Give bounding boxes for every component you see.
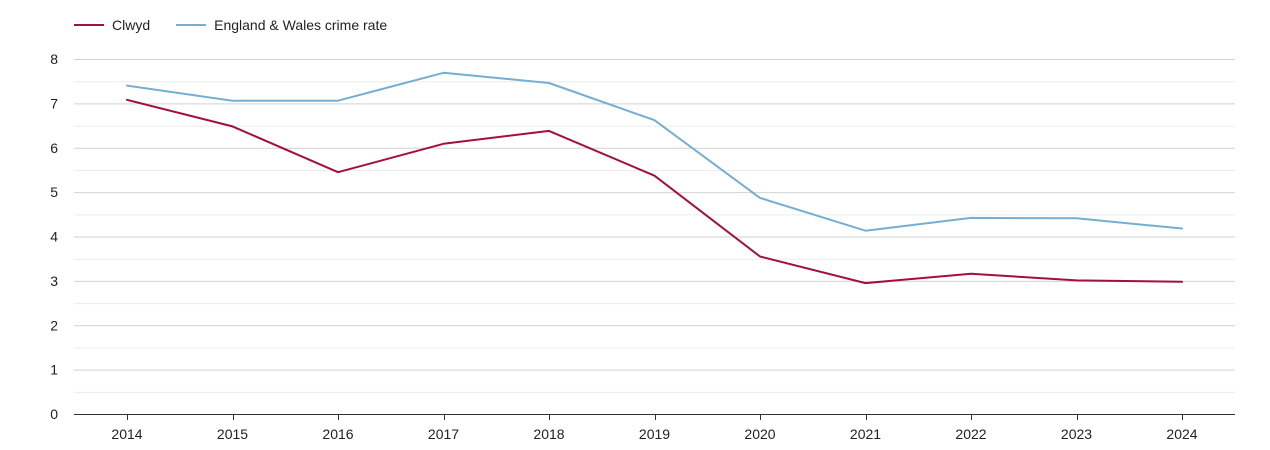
legend-item-clwyd[interactable]: Clwyd — [74, 17, 150, 33]
data-point-clwyd[interactable] — [860, 277, 872, 289]
series-line-clwyd[interactable] — [126, 98, 1183, 285]
data-point-england-wales-crime-rate[interactable] — [121, 80, 133, 92]
x-tick-label: 2014 — [111, 426, 142, 442]
x-tick-label: 2021 — [850, 426, 881, 442]
y-tick-label: 5 — [50, 184, 58, 200]
data-point-clwyd[interactable] — [649, 170, 661, 182]
axis-layer: 0 1 2 3 4 5 6 7 8 2014 2015 2016 2017 2018 2019 2020 202… — [50, 51, 1235, 442]
data-point-clwyd[interactable] — [1071, 274, 1083, 286]
legend: Clwyd England & Wales crime rate — [74, 15, 387, 35]
y-tick-label: 7 — [50, 95, 58, 111]
data-point-england-wales-crime-rate[interactable] — [1071, 212, 1083, 224]
x-tick-label: 2016 — [322, 426, 353, 442]
data-point-england-wales-crime-rate[interactable] — [543, 77, 555, 89]
data-point-england-wales-crime-rate[interactable] — [1176, 223, 1188, 235]
y-tick-label: 3 — [50, 273, 58, 289]
x-tick-label: 2020 — [744, 426, 775, 442]
data-point-england-wales-crime-rate[interactable] — [438, 67, 450, 79]
data-point-england-wales-crime-rate[interactable] — [649, 114, 661, 126]
data-point-england-wales-crime-rate[interactable] — [860, 225, 872, 237]
data-point-clwyd[interactable] — [227, 120, 239, 132]
legend-swatch-england-wales — [176, 24, 207, 26]
x-tick-label: 2015 — [217, 426, 248, 442]
legend-swatch-clwyd — [74, 24, 104, 26]
legend-label-england-wales: England & Wales crime rate — [214, 17, 388, 33]
legend-item-england-wales[interactable]: England & Wales crime rate — [176, 17, 387, 33]
data-point-england-wales-crime-rate[interactable] — [332, 95, 344, 107]
data-point-clwyd[interactable] — [543, 125, 555, 137]
x-tick-label: 2019 — [639, 426, 670, 442]
series-layer — [121, 67, 1188, 289]
data-point-england-wales-crime-rate[interactable] — [227, 95, 239, 107]
data-point-clwyd[interactable] — [965, 268, 977, 280]
data-point-clwyd[interactable] — [754, 250, 766, 262]
data-point-england-wales-crime-rate[interactable] — [754, 192, 766, 204]
data-point-clwyd[interactable] — [332, 166, 344, 178]
data-point-clwyd[interactable] — [1176, 276, 1188, 288]
series-line-england-wales-crime-rate[interactable] — [126, 71, 1183, 232]
x-tick-label: 2017 — [428, 426, 459, 442]
legend-label-clwyd: Clwyd — [112, 17, 151, 33]
y-tick-label: 6 — [50, 140, 58, 156]
data-point-clwyd[interactable] — [121, 94, 133, 106]
data-point-england-wales-crime-rate[interactable] — [965, 212, 977, 224]
x-tick-label: 2024 — [1166, 426, 1197, 442]
y-tick-label: 2 — [50, 317, 58, 333]
x-tick-label: 2018 — [533, 426, 564, 442]
x-tick-label: 2022 — [955, 426, 986, 442]
y-tick-label: 1 — [50, 362, 58, 378]
y-tick-label: 4 — [50, 229, 58, 245]
grid-layer — [74, 59, 1235, 393]
y-tick-label: 0 — [50, 406, 58, 422]
y-tick-label: 8 — [50, 51, 58, 67]
x-tick-label: 2023 — [1061, 426, 1092, 442]
data-point-clwyd[interactable] — [438, 138, 450, 150]
